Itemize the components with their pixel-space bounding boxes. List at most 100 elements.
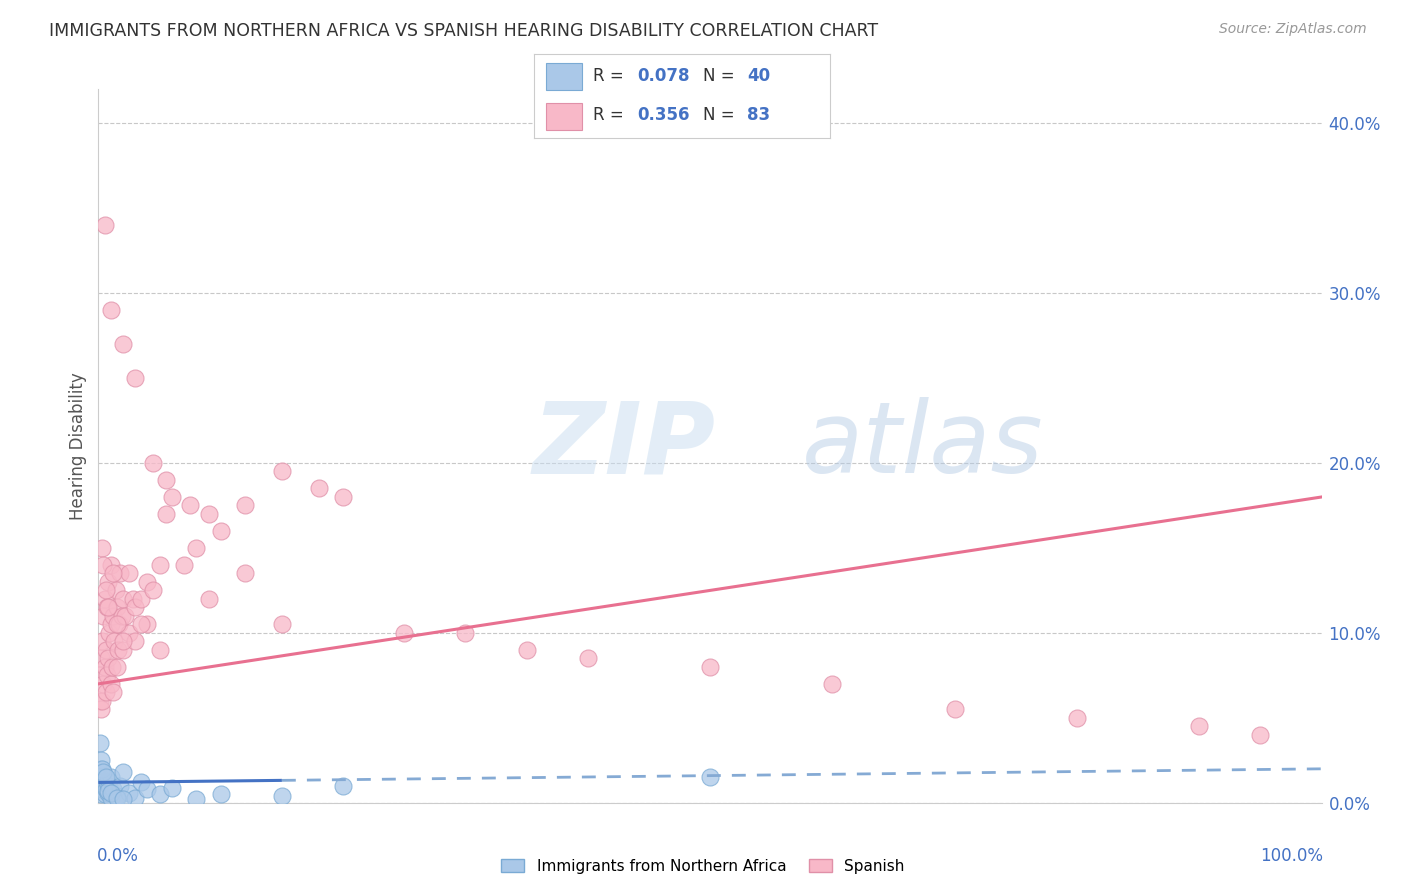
Point xyxy=(124,790,146,805)
Point xyxy=(111,643,134,657)
Point xyxy=(129,591,152,606)
Point xyxy=(209,524,232,538)
Point xyxy=(105,789,128,803)
FancyBboxPatch shape xyxy=(546,62,582,90)
Point xyxy=(699,660,721,674)
Point xyxy=(108,617,131,632)
Point xyxy=(103,634,125,648)
Point xyxy=(142,456,165,470)
Point xyxy=(91,634,114,648)
Point xyxy=(93,770,115,784)
Point xyxy=(101,685,124,699)
Point xyxy=(93,591,115,606)
Text: 83: 83 xyxy=(747,106,770,124)
Point xyxy=(98,779,121,793)
Point xyxy=(392,626,416,640)
Point xyxy=(104,583,127,598)
Point xyxy=(186,541,208,555)
Point xyxy=(233,566,256,581)
Point xyxy=(101,782,124,797)
Point xyxy=(197,507,219,521)
Point xyxy=(107,643,129,657)
Point xyxy=(111,634,134,648)
Point xyxy=(105,617,128,632)
Point xyxy=(91,765,114,780)
Point xyxy=(94,685,117,699)
Point xyxy=(91,762,114,776)
Point xyxy=(89,668,111,682)
Point xyxy=(454,626,477,640)
Point xyxy=(332,779,354,793)
Text: 100.0%: 100.0% xyxy=(1260,847,1323,865)
Point xyxy=(94,782,117,797)
Point xyxy=(118,786,141,800)
Point xyxy=(111,337,134,351)
Point xyxy=(136,782,159,797)
Point xyxy=(111,765,134,780)
Point xyxy=(308,482,330,496)
Point xyxy=(105,790,128,805)
Point xyxy=(149,643,172,657)
Point xyxy=(97,784,120,798)
Point xyxy=(94,583,117,598)
Point xyxy=(129,775,152,789)
Point xyxy=(93,218,115,232)
Point xyxy=(96,600,118,615)
Point xyxy=(90,702,112,716)
Point xyxy=(155,507,177,521)
Point xyxy=(96,668,118,682)
Point xyxy=(91,677,114,691)
Text: Source: ZipAtlas.com: Source: ZipAtlas.com xyxy=(1219,22,1367,37)
Point xyxy=(101,566,124,581)
Point xyxy=(124,371,146,385)
Point xyxy=(97,574,120,589)
Text: ZIP: ZIP xyxy=(533,398,716,494)
Point xyxy=(96,775,118,789)
Point xyxy=(197,591,219,606)
Point xyxy=(270,465,294,479)
Point xyxy=(97,600,120,615)
Point xyxy=(149,558,172,572)
Point xyxy=(114,608,136,623)
Point xyxy=(270,789,294,803)
Point xyxy=(94,770,117,784)
Point xyxy=(90,762,112,776)
Point xyxy=(110,779,132,793)
Point xyxy=(93,660,115,674)
Point xyxy=(90,753,112,767)
Point xyxy=(89,770,111,784)
Point xyxy=(576,651,599,665)
Text: R =: R = xyxy=(593,106,630,124)
Point xyxy=(121,591,143,606)
Y-axis label: Hearing Disability: Hearing Disability xyxy=(69,372,87,520)
Point xyxy=(699,770,721,784)
Text: 40: 40 xyxy=(747,68,770,86)
Point xyxy=(186,792,208,806)
Point xyxy=(100,303,122,318)
Point xyxy=(142,583,165,598)
Text: atlas: atlas xyxy=(801,398,1043,494)
Point xyxy=(111,792,134,806)
Point xyxy=(97,651,120,665)
Point xyxy=(1188,719,1211,733)
Point xyxy=(91,558,114,572)
Point xyxy=(209,787,232,801)
Point xyxy=(821,677,844,691)
Point xyxy=(98,626,121,640)
Point xyxy=(118,626,141,640)
Point xyxy=(136,617,159,632)
Point xyxy=(1250,728,1272,742)
Text: 0.356: 0.356 xyxy=(638,106,690,124)
Point xyxy=(160,780,183,795)
Legend: Immigrants from Northern Africa, Spanish: Immigrants from Northern Africa, Spanish xyxy=(495,853,911,880)
Point xyxy=(91,779,114,793)
Text: R =: R = xyxy=(593,68,630,86)
Text: 0.0%: 0.0% xyxy=(97,847,139,865)
Point xyxy=(91,765,114,780)
Point xyxy=(173,558,195,572)
Point xyxy=(100,558,122,572)
Point xyxy=(124,600,146,615)
Point xyxy=(105,660,128,674)
Point xyxy=(111,591,134,606)
Point xyxy=(91,541,114,555)
